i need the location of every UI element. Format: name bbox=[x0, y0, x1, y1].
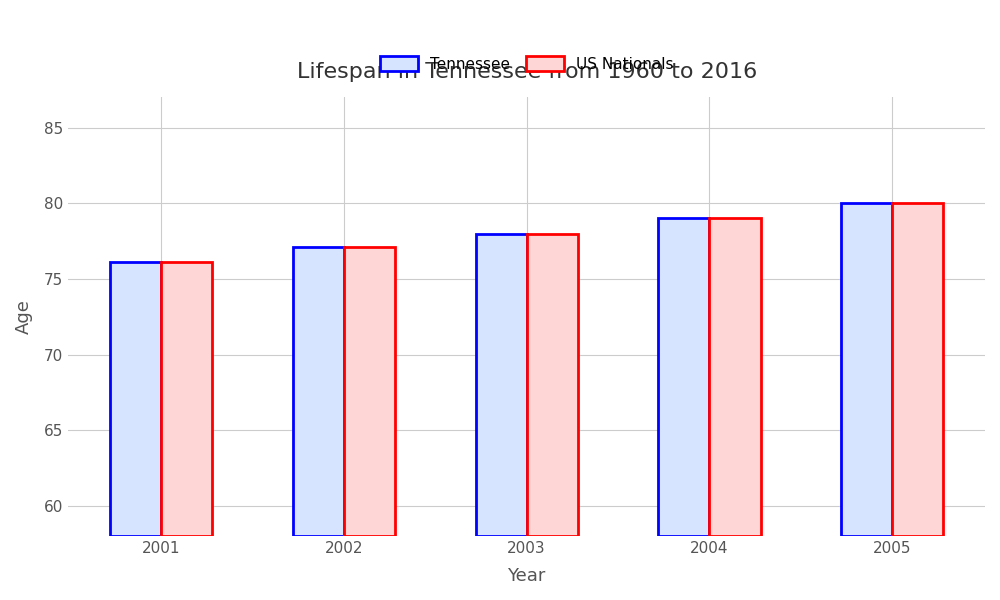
Legend: Tennessee, US Nationals: Tennessee, US Nationals bbox=[372, 48, 681, 79]
Bar bbox=[658, 218, 709, 536]
Bar bbox=[892, 203, 943, 536]
Bar bbox=[476, 233, 527, 536]
Bar bbox=[527, 233, 578, 536]
Bar bbox=[110, 262, 161, 536]
Bar bbox=[344, 247, 395, 536]
X-axis label: Year: Year bbox=[507, 567, 546, 585]
Bar bbox=[841, 203, 892, 536]
Bar bbox=[293, 247, 344, 536]
Bar bbox=[709, 218, 761, 536]
Y-axis label: Age: Age bbox=[15, 299, 33, 334]
Title: Lifespan in Tennessee from 1960 to 2016: Lifespan in Tennessee from 1960 to 2016 bbox=[297, 62, 757, 82]
Bar bbox=[161, 262, 212, 536]
